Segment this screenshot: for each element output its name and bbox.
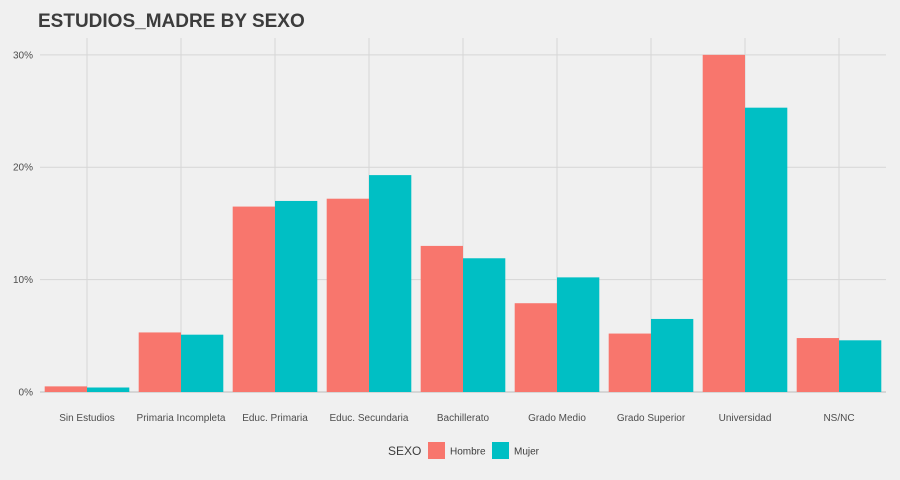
bar-mujer[interactable] [369,175,412,392]
legend-swatch-mujer [492,442,509,459]
x-tick-label: Grado Superior [617,413,686,424]
legend-title: SEXO [388,444,421,458]
x-tick-label: Bachillerato [437,413,490,424]
bar-hombre[interactable] [44,386,87,392]
legend-swatch-hombre [428,442,445,459]
x-tick-label: Educ. Primaria [242,413,308,424]
bar-mujer[interactable] [839,340,882,392]
legend: SEXO Hombre Mujer [388,442,540,459]
x-tick-label: Universidad [719,413,772,424]
bar-mujer[interactable] [275,200,318,392]
legend-label-hombre: Hombre [450,447,486,458]
y-tick-label: 20% [13,163,33,174]
bar-mujer[interactable] [87,387,130,392]
bar-hombre[interactable] [608,333,651,392]
bar-hombre[interactable] [514,303,557,392]
bar-hombre[interactable] [138,332,181,392]
bar-hombre[interactable] [420,245,463,392]
bars [44,54,882,392]
bar-hombre[interactable] [232,206,275,392]
bar-mujer[interactable] [181,334,224,392]
bar-hombre[interactable] [796,338,839,392]
x-tick-label: Primaria Incompleta [137,413,226,424]
bar-mujer[interactable] [651,318,694,392]
y-axis: 0% 10% 20% 30% [13,50,33,398]
bar-mujer[interactable] [745,107,788,392]
x-axis: Sin Estudios Primaria Incompleta Educ. Pri… [59,413,854,424]
y-tick-label: 10% [13,275,33,286]
x-tick-label: Educ. Secundaria [330,413,409,424]
chart-title: ESTUDIOS_MADRE BY SEXO [38,11,305,32]
legend-label-mujer: Mujer [514,447,540,458]
x-tick-label: Grado Medio [528,413,586,424]
x-tick-label: NS/NC [823,413,854,424]
bar-mujer[interactable] [557,277,600,392]
bar-mujer[interactable] [463,258,506,392]
x-tick-label: Sin Estudios [59,413,115,424]
y-tick-label: 30% [13,50,33,61]
bar-hombre[interactable] [702,54,745,392]
bar-hombre[interactable] [326,198,369,392]
y-tick-label: 0% [19,388,34,399]
